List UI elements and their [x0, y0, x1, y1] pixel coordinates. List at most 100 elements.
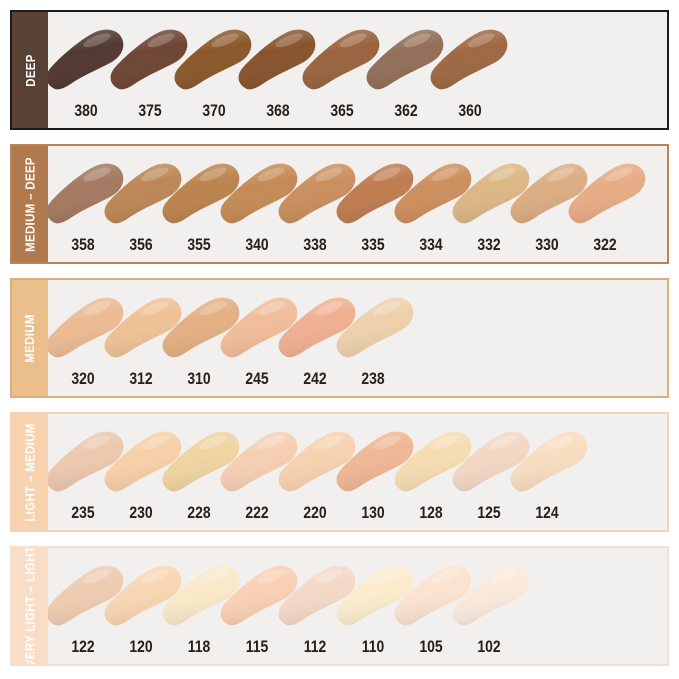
shade-number: 334 — [419, 235, 443, 254]
shade-swatch-cell: 368 — [238, 12, 316, 128]
shade-number: 242 — [303, 369, 327, 388]
shade-number: 340 — [245, 235, 269, 254]
shade-swatch-cell: 380 — [48, 12, 124, 128]
shade-swatch-cell: 332 — [452, 146, 530, 262]
shade-swatch-cell: 110 — [336, 548, 414, 664]
shade-number: 355 — [187, 235, 211, 254]
shade-number: 335 — [361, 235, 385, 254]
foundation-smear-icon — [110, 29, 188, 90]
shade-swatch-cell: 320 — [48, 280, 124, 396]
shade-number: 220 — [303, 503, 327, 522]
shade-swatch-cell: 115 — [220, 548, 298, 664]
shade-swatch-cell: 362 — [366, 12, 444, 128]
shade-swatch-cell: 120 — [104, 548, 182, 664]
shade-swatch-cell: 105 — [394, 548, 472, 664]
shade-number: 228 — [187, 503, 211, 522]
shade-number: 222 — [245, 503, 269, 522]
category-label: MEDIUM — [22, 313, 38, 363]
shade-category-row: DEEP 380 375 370 368 — [10, 10, 669, 130]
foundation-smear-icon — [48, 29, 124, 90]
shade-number: 130 — [361, 503, 385, 522]
shade-swatch-cell: 238 — [336, 280, 414, 396]
shade-swatch-cell: 334 — [394, 146, 472, 262]
category-label-band: LIGHT – MEDIUM — [12, 414, 48, 530]
shade-number: 370 — [202, 101, 226, 120]
swatch-strip: 122 120 118 115 112 — [48, 548, 667, 664]
shade-category-row: VERY LIGHT – LIGHT 122 120 118 — [10, 546, 669, 666]
category-label: DEEP — [22, 53, 38, 87]
shade-number: 360 — [458, 101, 482, 120]
shade-number: 124 — [535, 503, 559, 522]
swatch-strip: 235 230 228 222 220 — [48, 414, 667, 530]
category-label: MEDIUM – DEEP — [22, 156, 38, 252]
shade-swatch-cell: 340 — [220, 146, 298, 262]
shade-category-row: MEDIUM 320 312 310 245 — [10, 278, 669, 398]
shade-swatch-cell: 125 — [452, 414, 530, 530]
shade-number: 310 — [187, 369, 211, 388]
shade-number: 125 — [477, 503, 501, 522]
category-label: LIGHT – MEDIUM — [22, 422, 38, 522]
shade-number: 322 — [593, 235, 617, 254]
shade-swatch-cell: 356 — [104, 146, 182, 262]
shade-swatch-cell: 360 — [430, 12, 508, 128]
foundation-smear-icon — [336, 297, 414, 358]
shade-swatch-cell: 310 — [162, 280, 240, 396]
category-label-band: MEDIUM — [12, 280, 48, 396]
shade-number: 375 — [138, 101, 162, 120]
foundation-smear-icon — [430, 29, 508, 90]
shade-swatch-cell: 358 — [48, 146, 124, 262]
shade-swatch-cell: 124 — [510, 414, 588, 530]
shade-number: 245 — [245, 369, 269, 388]
shade-number: 110 — [361, 637, 385, 656]
shade-number: 118 — [187, 637, 211, 656]
foundation-smear-icon — [452, 565, 530, 626]
foundation-smear-icon — [238, 29, 316, 90]
swatch-strip: 358 356 355 340 338 — [48, 146, 667, 262]
category-label-band: VERY LIGHT – LIGHT — [12, 548, 48, 664]
shade-category-row: LIGHT – MEDIUM 235 230 228 — [10, 412, 669, 532]
shade-swatch-cell: 355 — [162, 146, 240, 262]
shade-number: 312 — [129, 369, 153, 388]
shade-number: 365 — [330, 101, 354, 120]
shade-swatch-cell: 335 — [336, 146, 414, 262]
shade-number: 368 — [266, 101, 290, 120]
shade-number: 112 — [303, 637, 327, 656]
shade-swatch-cell: 220 — [278, 414, 356, 530]
shade-number: 105 — [419, 637, 443, 656]
category-label-band: MEDIUM – DEEP — [12, 146, 48, 262]
shade-swatch-cell: 330 — [510, 146, 588, 262]
shade-number: 120 — [129, 637, 153, 656]
shade-swatch-cell: 370 — [174, 12, 252, 128]
shade-swatch-cell: 118 — [162, 548, 240, 664]
shade-number: 122 — [71, 637, 95, 656]
shade-number: 115 — [245, 637, 269, 656]
shade-number: 358 — [71, 235, 95, 254]
shade-swatch-cell: 122 — [48, 548, 124, 664]
shade-number: 128 — [419, 503, 443, 522]
shade-swatch-cell: 128 — [394, 414, 472, 530]
foundation-smear-icon — [510, 431, 588, 492]
category-label-band: DEEP — [12, 12, 48, 128]
foundation-smear-icon — [302, 29, 380, 90]
shade-number: 380 — [74, 101, 98, 120]
shade-swatch-cell: 130 — [336, 414, 414, 530]
shade-swatch-cell: 312 — [104, 280, 182, 396]
shade-swatch-cell: 112 — [278, 548, 356, 664]
shade-swatch-cell: 245 — [220, 280, 298, 396]
shade-number: 102 — [477, 637, 501, 656]
shade-swatch-cell: 365 — [302, 12, 380, 128]
shade-number: 362 — [394, 101, 418, 120]
shade-swatch-cell: 322 — [568, 146, 646, 262]
shade-swatch-cell: 338 — [278, 146, 356, 262]
shade-swatch-cell: 235 — [48, 414, 124, 530]
shade-number: 332 — [477, 235, 501, 254]
shade-swatch-cell: 102 — [452, 548, 530, 664]
shade-swatch-cell: 228 — [162, 414, 240, 530]
shade-number: 330 — [535, 235, 559, 254]
category-label: VERY LIGHT – LIGHT — [22, 548, 38, 664]
shade-number: 338 — [303, 235, 327, 254]
shade-number: 230 — [129, 503, 153, 522]
shade-number: 320 — [71, 369, 95, 388]
shade-swatch-cell: 375 — [110, 12, 188, 128]
